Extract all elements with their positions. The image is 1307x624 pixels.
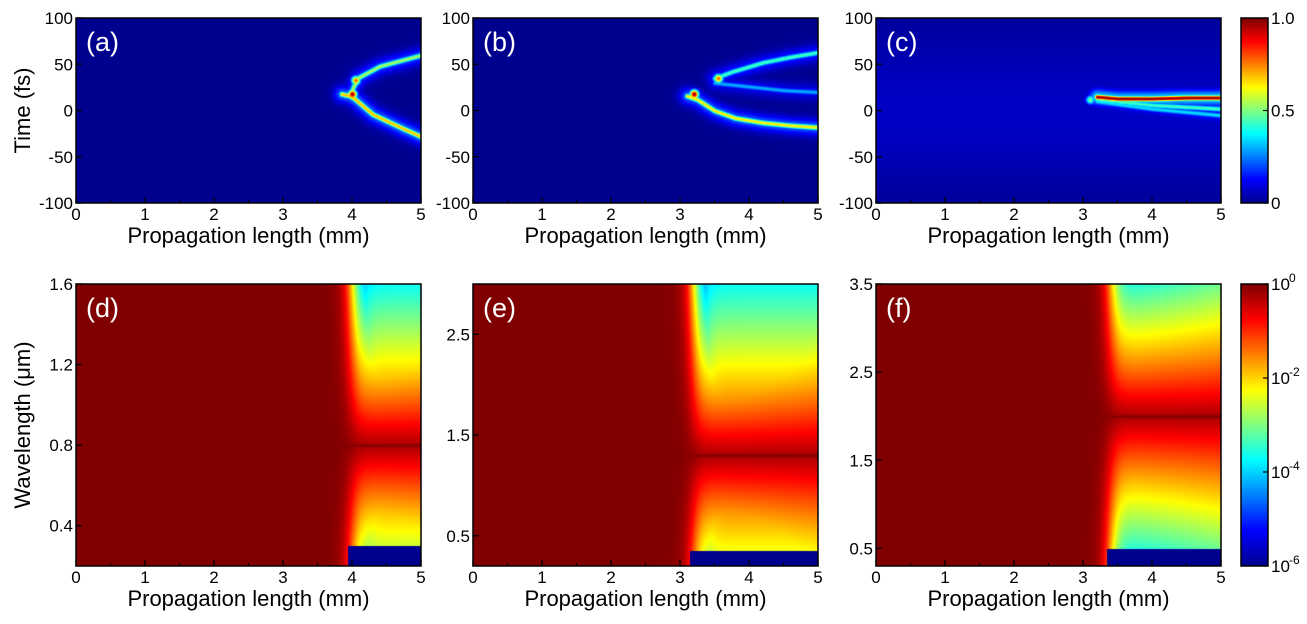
x-tick-label: 4 [1147,205,1156,224]
y-tick-label: -50 [48,148,73,167]
y-tick-label: 1.5 [849,451,873,470]
y-tick-label: 2.5 [446,325,470,344]
x-axis-title: Propagation length (mm) [127,223,369,248]
y-tick-label: 50 [54,55,73,74]
colorbar-frame [1240,283,1269,567]
x-axis-title: Propagation length (mm) [524,223,766,248]
colorbar [1241,284,1268,566]
colorbar-tick-label: 10 [1271,463,1290,482]
colorbar-tick-exponent: -6 [1289,553,1300,567]
colorbar-tick-label: 10 [1271,557,1290,576]
x-tick-label: 2 [606,568,615,587]
colorbar-tick-exponent: -4 [1289,459,1300,473]
colorbar-tick-label: 0.5 [1271,102,1295,121]
x-tick-label: 2 [1009,568,1018,587]
y-tick-label: 1.6 [49,275,73,294]
x-tick-label: 0 [871,568,880,587]
x-tick-label: 4 [347,205,356,224]
y-tick-label: 0 [461,102,470,121]
y-tick-label: 100 [442,9,470,28]
x-tick-label: 4 [744,568,753,587]
y-tick-label: 2.5 [849,363,873,382]
y-tick-label: -100 [39,194,73,213]
x-tick-label: 5 [813,205,822,224]
y-tick-label: -100 [436,194,470,213]
x-tick-label: 5 [1216,205,1225,224]
panel-label: (b) [483,27,516,57]
panel-label: (a) [86,27,119,57]
y-axis-title: Time (fs) [10,68,35,154]
x-tick-label: 5 [416,205,425,224]
x-tick-label: 1 [537,568,546,587]
x-tick-label: 4 [1147,568,1156,587]
x-tick-label: 2 [209,568,218,587]
y-tick-label: 1.5 [446,426,470,445]
x-tick-label: 3 [278,568,287,587]
x-tick-label: 4 [347,568,356,587]
colorbar-tick-exponent: 0 [1289,271,1296,285]
y-tick-label: 0.8 [49,436,73,455]
y-tick-label: 0.5 [849,539,873,558]
x-tick-label: 1 [940,568,949,587]
x-tick-label: 5 [1216,568,1225,587]
x-tick-label: 1 [940,205,949,224]
y-tick-label: 50 [854,55,873,74]
x-tick-label: 1 [140,205,149,224]
x-tick-label: 1 [537,205,546,224]
x-axis-title: Propagation length (mm) [927,223,1169,248]
y-tick-label: 3.5 [849,275,873,294]
x-tick-label: 2 [1009,205,1018,224]
x-axis-title: Propagation length (mm) [927,586,1169,611]
x-tick-label: 3 [1078,205,1087,224]
heatmap-image-4 [473,284,818,566]
y-tick-label: 0.5 [446,527,470,546]
panel-label: (e) [483,293,516,323]
x-tick-label: 1 [140,568,149,587]
y-tick-label: 100 [845,9,873,28]
x-axis-title: Propagation length (mm) [524,586,766,611]
y-tick-label: 100 [45,9,73,28]
colorbar-tick-label: 0 [1271,194,1280,213]
panel-label: (c) [886,27,917,57]
x-tick-label: 5 [813,568,822,587]
y-tick-label: 0 [864,102,873,121]
panel-label: (f) [886,293,911,323]
colorbar-tick-label: 1.0 [1271,9,1295,28]
y-tick-label: -100 [839,194,873,213]
x-tick-label: 4 [744,205,753,224]
x-tick-label: 0 [468,568,477,587]
x-tick-label: 3 [278,205,287,224]
y-tick-label: 1.2 [49,356,73,375]
x-tick-label: 0 [468,205,477,224]
y-tick-label: 0.4 [49,517,73,536]
x-tick-label: 2 [209,205,218,224]
colorbar-tick-label: 10 [1271,369,1290,388]
y-tick-label: -50 [848,148,873,167]
heatmap-image-2 [876,18,1221,203]
x-tick-label: 3 [675,568,684,587]
x-tick-label: 5 [416,568,425,587]
y-axis-title: Wavelength (μm) [10,341,35,508]
x-tick-label: 0 [871,205,880,224]
y-tick-label: 0 [64,102,73,121]
panel-label: (d) [86,293,119,323]
colorbar-tick-label: 10 [1271,275,1290,294]
colorbar-tick-exponent: -2 [1289,365,1300,379]
x-axis-title: Propagation length (mm) [127,586,369,611]
heatmap-image-3 [76,284,421,566]
x-tick-label: 0 [71,568,80,587]
heatmap-image-0 [76,18,421,203]
y-tick-label: 50 [451,55,470,74]
heatmap-image-1 [473,18,818,203]
y-tick-label: -50 [445,148,470,167]
x-tick-label: 2 [606,205,615,224]
heatmap-image-5 [876,284,1221,566]
x-tick-label: 0 [71,205,80,224]
x-tick-label: 3 [1078,568,1087,587]
x-tick-label: 3 [675,205,684,224]
